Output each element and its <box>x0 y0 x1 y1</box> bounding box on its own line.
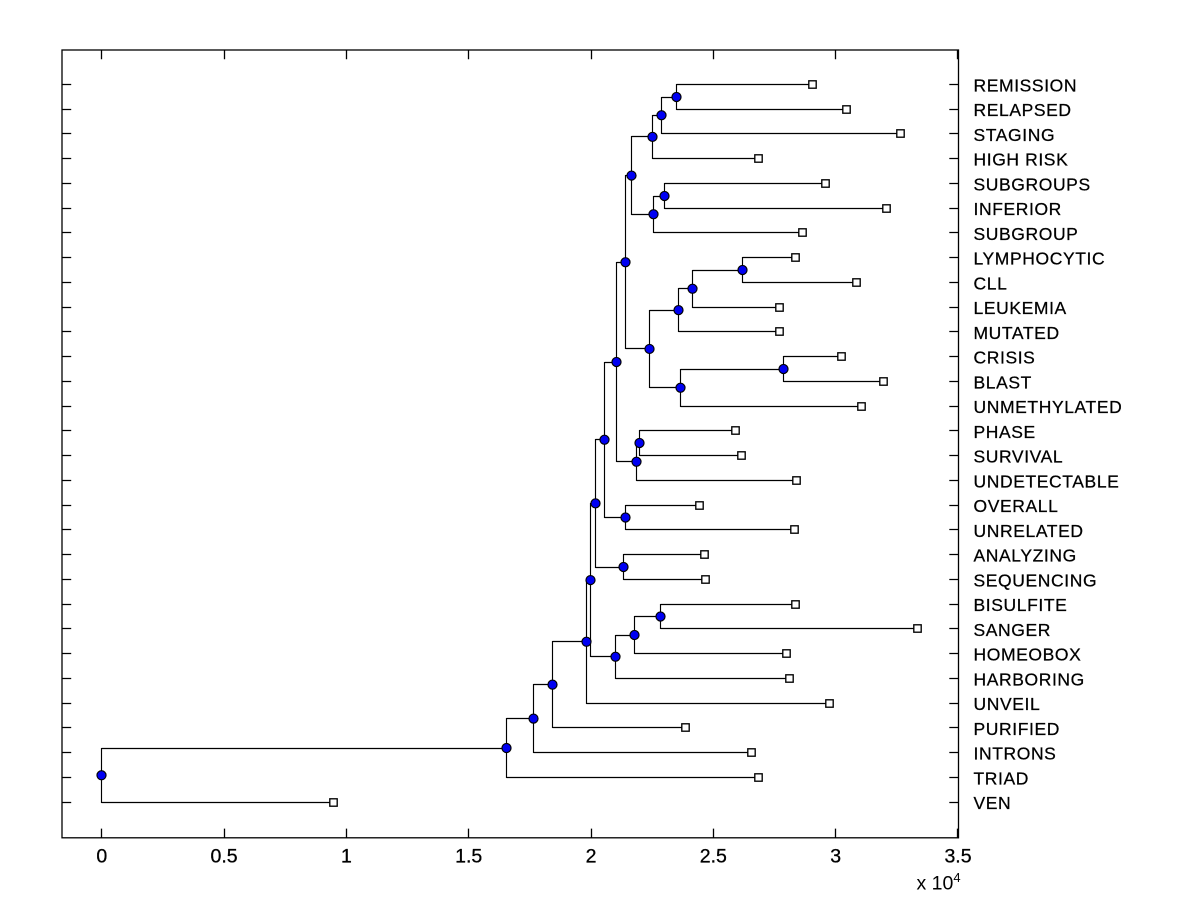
svg-text:LYMPHOCYTIC: LYMPHOCYTIC <box>974 249 1106 269</box>
svg-text:HOMEOBOX: HOMEOBOX <box>974 645 1082 665</box>
svg-text:INFERIOR: INFERIOR <box>974 199 1062 219</box>
svg-text:HARBORING: HARBORING <box>974 669 1085 689</box>
svg-text:VEN: VEN <box>974 793 1012 813</box>
svg-text:UNVEIL: UNVEIL <box>974 694 1041 714</box>
svg-text:UNMETHYLATED: UNMETHYLATED <box>974 397 1123 417</box>
svg-text:INTRONS: INTRONS <box>974 744 1057 764</box>
svg-text:HIGH RISK: HIGH RISK <box>974 150 1069 170</box>
svg-text:UNDETECTABLE: UNDETECTABLE <box>974 471 1120 491</box>
svg-text:CLL: CLL <box>974 273 1008 293</box>
svg-text:1.5: 1.5 <box>455 846 482 868</box>
svg-text:TRIAD: TRIAD <box>974 768 1030 788</box>
svg-text:MUTATED: MUTATED <box>974 323 1060 343</box>
svg-text:0.5: 0.5 <box>211 846 238 868</box>
svg-text:2.5: 2.5 <box>700 846 727 868</box>
svg-text:SUBGROUPS: SUBGROUPS <box>974 174 1091 194</box>
svg-text:BISULFITE: BISULFITE <box>974 595 1068 615</box>
svg-text:RELAPSED: RELAPSED <box>974 100 1072 120</box>
svg-text:3: 3 <box>830 846 841 868</box>
svg-text:SURVIVAL: SURVIVAL <box>974 447 1064 467</box>
svg-text:1: 1 <box>341 846 352 868</box>
svg-text:UNRELATED: UNRELATED <box>974 521 1084 541</box>
svg-text:0: 0 <box>96 846 107 868</box>
svg-text:LEUKEMIA: LEUKEMIA <box>974 298 1067 318</box>
svg-text:SUBGROUP: SUBGROUP <box>974 224 1079 244</box>
svg-text:PHASE: PHASE <box>974 422 1036 442</box>
svg-text:CRISIS: CRISIS <box>974 348 1036 368</box>
svg-text:REMISSION: REMISSION <box>974 75 1078 95</box>
svg-text:ANALYZING: ANALYZING <box>974 546 1077 566</box>
svg-text:SEQUENCING: SEQUENCING <box>974 570 1098 590</box>
svg-text:STAGING: STAGING <box>974 125 1056 145</box>
svg-text:OVERALL: OVERALL <box>974 496 1059 516</box>
svg-text:3.5: 3.5 <box>944 846 971 868</box>
svg-text:PURIFIED: PURIFIED <box>974 719 1060 739</box>
svg-text:2: 2 <box>586 846 597 868</box>
svg-text:BLAST: BLAST <box>974 372 1032 392</box>
svg-text:SANGER: SANGER <box>974 620 1052 640</box>
svg-text:x 104: x 104 <box>917 870 961 895</box>
